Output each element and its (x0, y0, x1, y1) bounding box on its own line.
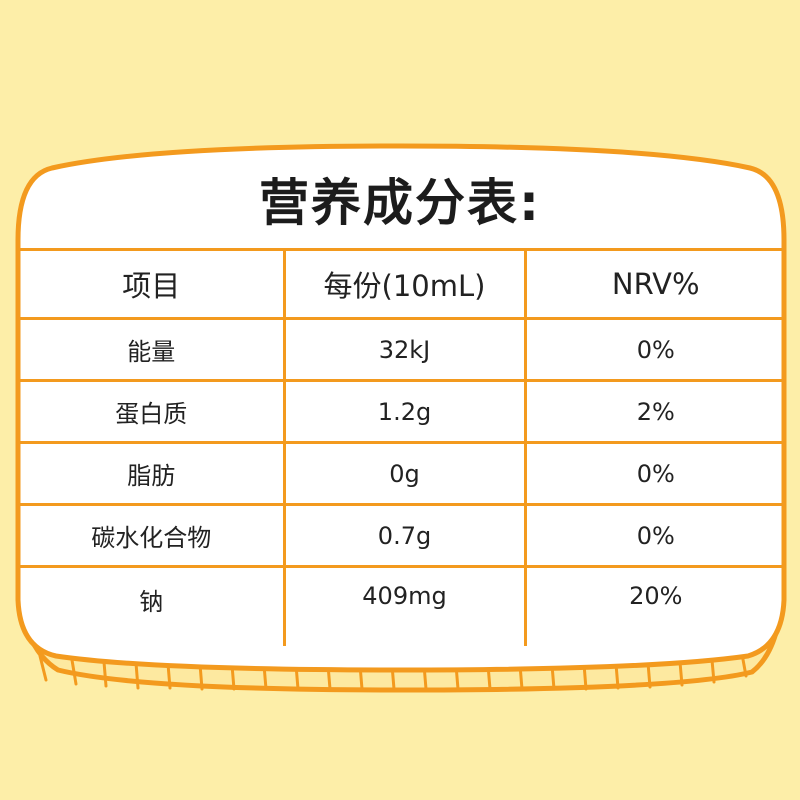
nutrient-amount: 0g (282, 441, 525, 505)
nutrition-table: 项目 每份(10mL) NRV% 能量 32kJ 0% 蛋白质 1.2g 2% … (20, 248, 785, 646)
table-row-energy: 能量 32kJ 0% (20, 317, 785, 381)
column-header-nrv: NRV% (523, 248, 785, 319)
nutrient-name: 蛋白质 (20, 379, 284, 443)
nutrient-nrv: 20% (523, 565, 785, 646)
table-header-row: 项目 每份(10mL) NRV% (20, 248, 785, 319)
nutrient-name: 能量 (20, 317, 284, 381)
page-title: 营养成分表: (259, 174, 541, 232)
nutrient-amount: 1.2g (282, 379, 525, 443)
nutrient-nrv: 0% (523, 441, 785, 505)
table-row-fat: 脂肪 0g 0% (20, 441, 785, 505)
column-header-item: 项目 (20, 248, 284, 319)
nutrient-nrv: 0% (523, 317, 785, 381)
table-row-protein: 蛋白质 1.2g 2% (20, 379, 785, 443)
table-row-carbohydrate: 碳水化合物 0.7g 0% (20, 503, 785, 567)
nutrient-nrv: 2% (523, 379, 785, 443)
nutrient-name: 碳水化合物 (20, 503, 284, 567)
nutrient-amount: 409mg (282, 565, 525, 646)
table-row-sodium: 钠 409mg 20% (20, 565, 785, 646)
nutrient-name: 脂肪 (20, 441, 284, 505)
nutrient-amount: 0.7g (282, 503, 525, 567)
nutrient-amount: 32kJ (282, 317, 525, 381)
nutrient-name: 钠 (20, 565, 284, 646)
nutrient-nrv: 0% (523, 503, 785, 567)
column-header-per-serving: 每份(10mL) (282, 248, 525, 319)
